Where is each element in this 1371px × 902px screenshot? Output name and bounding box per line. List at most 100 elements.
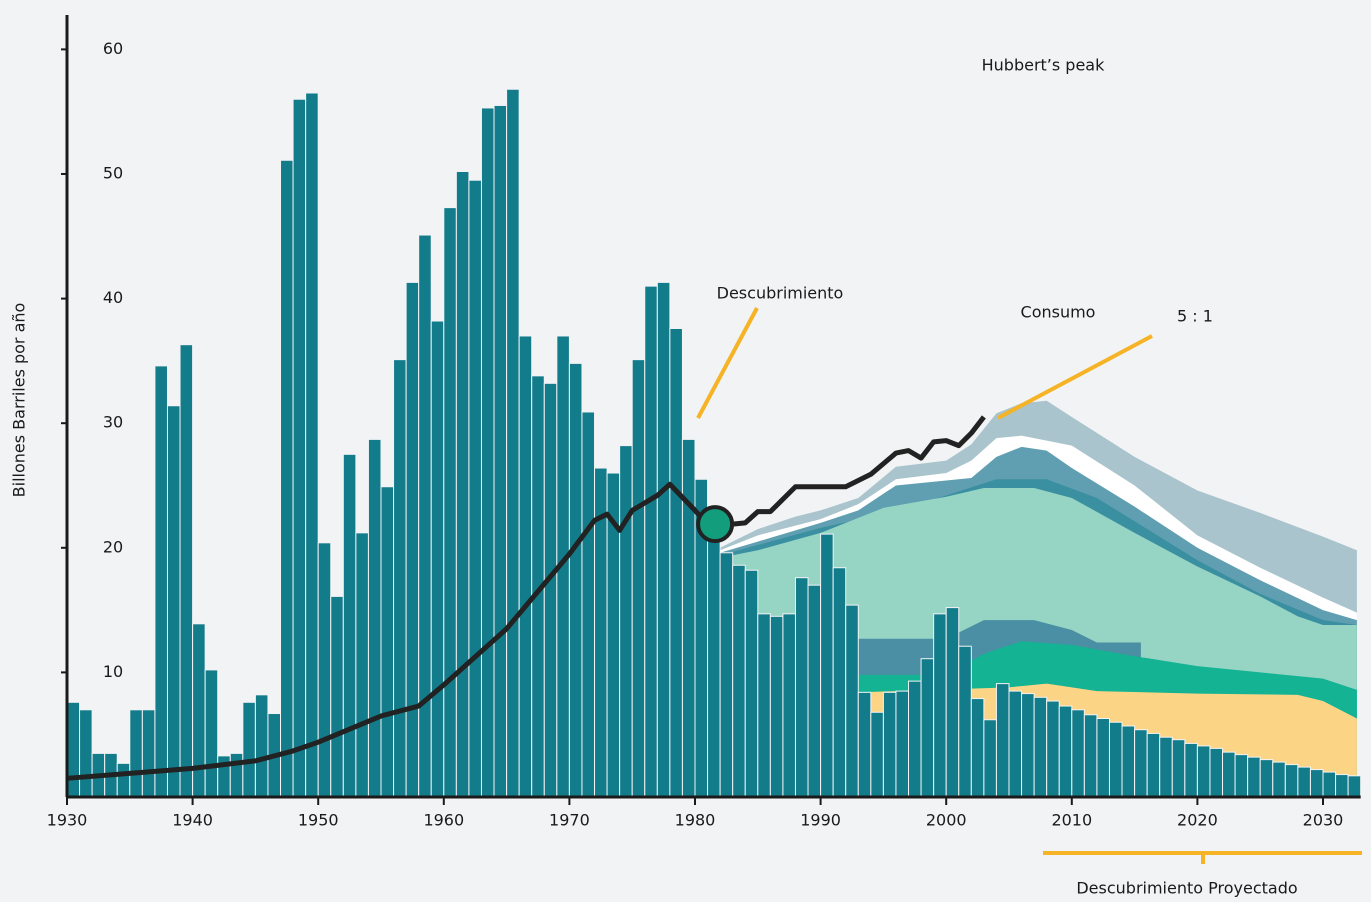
bar [116, 762, 131, 798]
x-tick-label: 1990 [800, 811, 841, 830]
bar [1309, 769, 1324, 798]
bar [1046, 700, 1060, 798]
bar [280, 159, 294, 798]
bar [443, 207, 457, 798]
bar [1347, 775, 1362, 798]
bar [1184, 742, 1198, 798]
bar [1272, 761, 1286, 798]
projected-bracket [1043, 851, 1362, 864]
bar [882, 691, 897, 798]
bar [581, 411, 596, 798]
bar [983, 719, 997, 798]
bar [1108, 721, 1123, 798]
bar [1196, 745, 1211, 798]
bar [619, 445, 633, 798]
bar [845, 604, 859, 798]
bar [744, 569, 759, 798]
annotation: Descubrimiento Proyectado [1076, 879, 1297, 898]
y-tick-label: 10 [103, 662, 123, 681]
annotation: Descubrimiento [717, 284, 844, 303]
bar [1083, 714, 1098, 798]
bar [807, 584, 822, 798]
bar [292, 98, 307, 798]
bar [317, 542, 332, 798]
bar [1121, 725, 1136, 798]
bar [367, 438, 382, 798]
x-tick-label: 2020 [1177, 811, 1218, 830]
annotation-pointer [997, 334, 1153, 420]
bar [719, 552, 734, 798]
bar [732, 564, 746, 798]
bar [895, 690, 910, 798]
x-tick-label: 2010 [1051, 811, 1092, 830]
bar [518, 335, 533, 798]
bar [543, 382, 558, 798]
bar [933, 613, 947, 798]
bar [769, 615, 784, 798]
bar [832, 567, 847, 798]
y-tick-label: 50 [103, 163, 123, 182]
y-axis-label: Billones Barriles por año [10, 303, 29, 498]
bar [1284, 764, 1299, 798]
chart-title: Hubbert’s peak [982, 56, 1105, 75]
bar [430, 320, 445, 798]
bar [129, 709, 143, 798]
bar [681, 438, 696, 798]
bar [1171, 739, 1186, 798]
bar [1134, 729, 1148, 798]
bar [707, 528, 721, 798]
bar [669, 327, 683, 798]
bar [794, 577, 809, 798]
bar [958, 645, 972, 798]
bar [1071, 709, 1085, 798]
bar [192, 623, 206, 798]
bar [870, 711, 884, 798]
bar [1033, 696, 1048, 798]
bar [1146, 732, 1161, 798]
bar [568, 362, 583, 798]
bar [154, 365, 168, 798]
bar [468, 179, 482, 798]
bar [656, 281, 671, 798]
bar [1159, 736, 1173, 798]
bar [970, 698, 985, 798]
bar [355, 532, 369, 798]
x-tick-label: 1940 [172, 811, 213, 830]
bar [1008, 690, 1023, 798]
bar [393, 359, 407, 798]
bar [79, 709, 93, 798]
bar [330, 595, 344, 798]
bar [254, 694, 269, 798]
y-tick-label: 30 [103, 413, 123, 432]
bar [1247, 756, 1261, 798]
bar [204, 669, 219, 798]
bar [1297, 766, 1311, 798]
bar [1096, 718, 1110, 798]
annotation: 5 : 1 [1177, 307, 1213, 326]
bar [945, 607, 960, 798]
bar [1322, 771, 1337, 798]
y-tick-label: 40 [103, 288, 123, 307]
annotation: Consumo [1021, 303, 1096, 322]
bar [920, 658, 935, 798]
bar [1335, 774, 1349, 798]
x-tick-label: 2030 [1303, 811, 1344, 830]
x-tick-label: 1930 [47, 811, 88, 830]
bar [242, 701, 256, 798]
bar [1259, 759, 1274, 798]
bar [1021, 693, 1035, 798]
bar [305, 92, 319, 798]
x-tick-label: 1970 [549, 811, 590, 830]
bar [380, 486, 395, 798]
bar [493, 104, 508, 798]
bar [455, 170, 470, 798]
bar [782, 613, 796, 798]
x-tick-label: 1960 [423, 811, 464, 830]
bar [1222, 751, 1236, 798]
bar [1058, 705, 1073, 798]
bar [166, 405, 181, 798]
bar [179, 344, 194, 798]
bar [995, 683, 1010, 798]
bar [1234, 754, 1249, 798]
